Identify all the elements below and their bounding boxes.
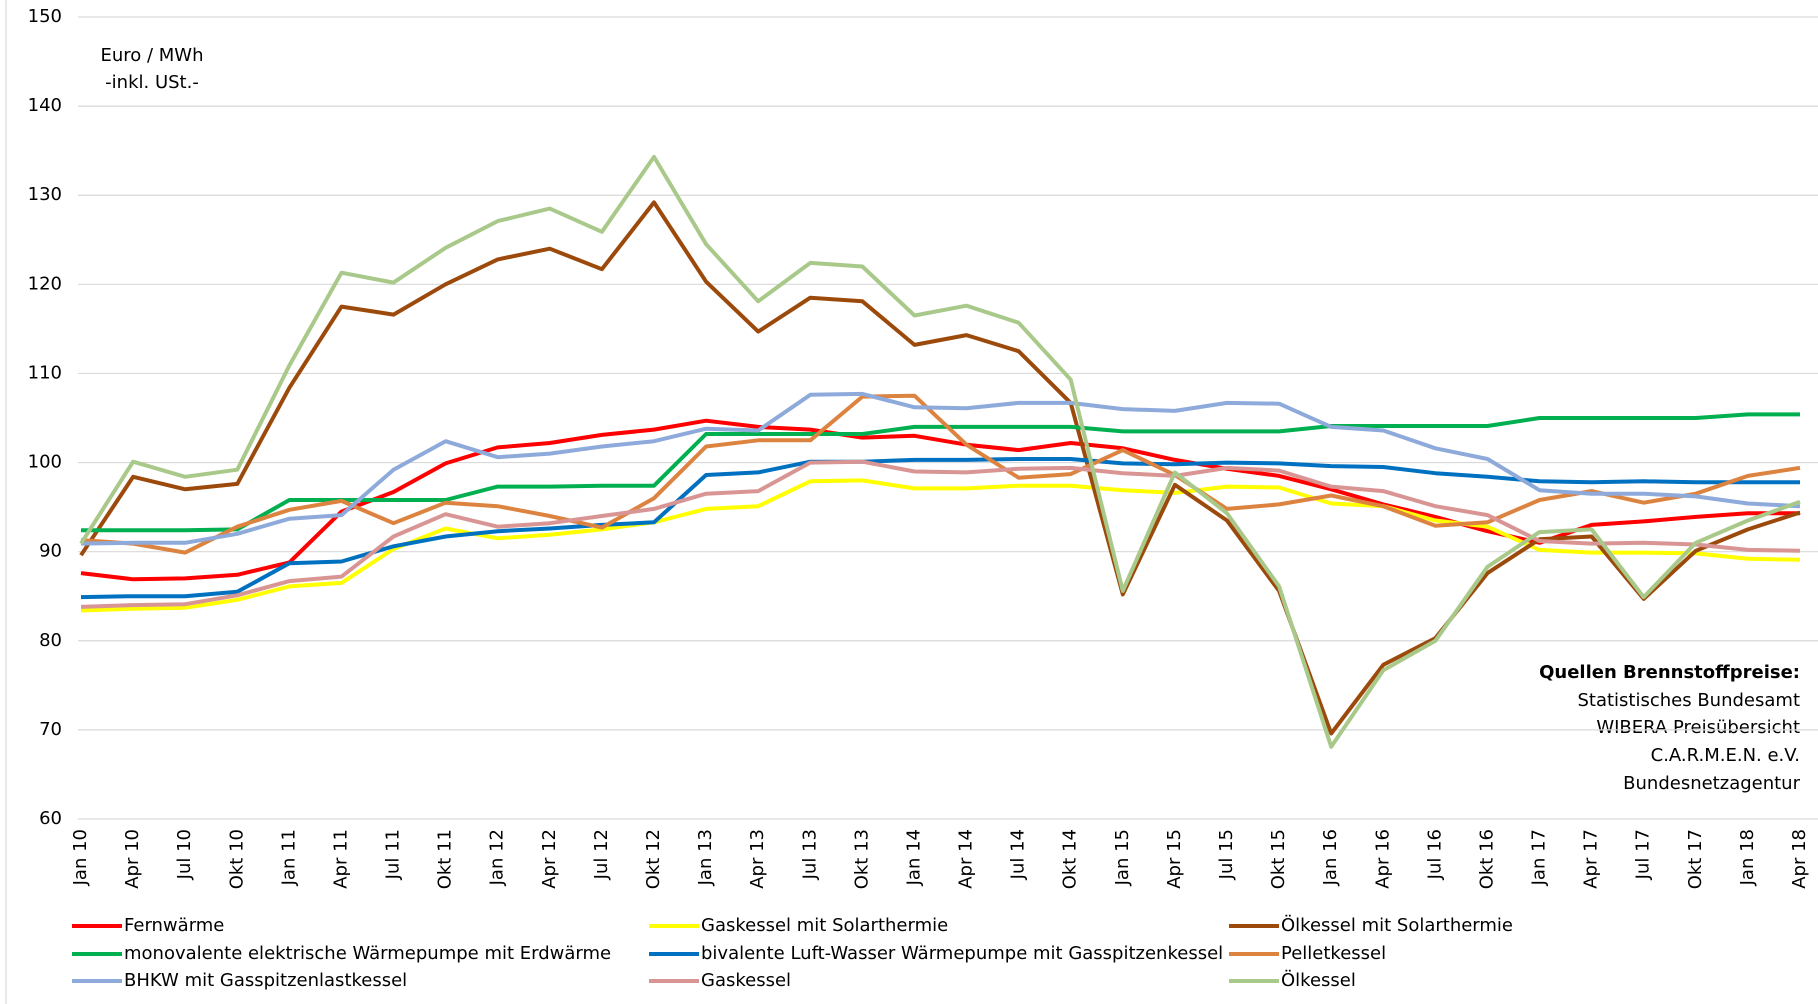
series-line: [81, 412, 1800, 533]
y-tick-label: 70: [39, 719, 62, 740]
series-line: [80, 391, 1801, 546]
x-tick-label: Jan 14: [903, 829, 924, 886]
x-tick-label: Jul 14: [1008, 829, 1029, 880]
y-tick-label: 80: [39, 630, 62, 651]
x-tick-label: Okt 14: [1060, 829, 1081, 889]
x-tick-label: Jan 10: [70, 829, 91, 886]
x-tick-label: Okt 12: [643, 829, 664, 889]
legend-label: Gaskessel: [701, 970, 791, 991]
series-line: [80, 478, 1801, 613]
source: Statistisches Bundesamt: [1577, 690, 1800, 711]
x-tick-label: Okt 10: [226, 829, 247, 889]
source: Bundesnetzagentur: [1623, 773, 1800, 794]
x-tick-label: Okt 15: [1268, 829, 1289, 889]
x-tick-label: Jul 17: [1633, 829, 1654, 880]
series-line: [79, 154, 1801, 749]
legend-label: BHKW mit Gasspitzenlastkessel: [124, 970, 407, 991]
x-tick-label: Okt 16: [1476, 829, 1497, 889]
x-tick-label: Jul 15: [1216, 829, 1237, 880]
x-tick-label: Jul 16: [1424, 829, 1445, 880]
legend-label: Ölkessel: [1281, 969, 1356, 991]
x-tick-label: Apr 18: [1789, 829, 1810, 889]
x-tick-label: Jan 16: [1320, 829, 1341, 886]
y-tick-label: 120: [28, 273, 62, 294]
x-tick-label: Jul 11: [383, 829, 404, 880]
series-line: [80, 457, 1800, 600]
series-line: [80, 393, 1801, 555]
y-tick-label: 130: [28, 184, 62, 205]
y-tick-label: 90: [39, 541, 62, 562]
source: C.A.R.M.E.N. e.V.: [1651, 745, 1800, 766]
x-tick-label: Apr 17: [1581, 829, 1602, 889]
x-tick-label: Jan 17: [1529, 829, 1550, 886]
x-tick-label: Apr 13: [747, 829, 768, 889]
y-tick-label: 100: [28, 452, 62, 473]
unit-label: -inkl. USt.-: [105, 72, 199, 93]
legend-label: monovalente elektrische Wärmepumpe mit E…: [124, 943, 611, 964]
legend-label: Ölkessel mit Solarthermie: [1281, 914, 1513, 936]
legend-label: Fernwärme: [124, 915, 224, 936]
legend-label: Pelletkessel: [1281, 943, 1386, 964]
legend-label: Gaskessel mit Solarthermie: [701, 915, 948, 936]
series-line: [79, 200, 1801, 736]
unit-label: Euro / MWh: [100, 45, 203, 66]
series-line: [80, 459, 1801, 609]
x-tick-label: Apr 15: [1164, 829, 1185, 889]
y-tick-label: 60: [39, 808, 62, 829]
x-tick-label: Apr 16: [1372, 829, 1393, 889]
x-tick-label: Jul 13: [799, 829, 820, 880]
legend-label: bivalente Luft-Wasser Wärmepumpe mit Gas…: [701, 943, 1223, 964]
x-tick-label: Jan 11: [278, 829, 299, 886]
x-tick-label: Jul 12: [591, 829, 612, 880]
x-tick-label: Jan 12: [487, 829, 508, 886]
x-tick-label: Jan 15: [1112, 829, 1133, 886]
x-tick-label: Okt 13: [851, 829, 872, 889]
x-tick-label: Jan 13: [695, 829, 716, 886]
x-tick-label: Apr 10: [122, 829, 143, 889]
y-tick-label: 140: [28, 95, 62, 116]
x-tick-label: Apr 12: [539, 829, 560, 889]
y-tick-label: 150: [28, 6, 62, 27]
x-tick-label: Jul 10: [174, 829, 195, 880]
x-tick-label: Okt 17: [1685, 829, 1706, 889]
source-title: Quellen Brennstoffpreise:: [1539, 662, 1800, 683]
y-tick-label: 110: [28, 362, 62, 383]
x-tick-label: Apr 14: [956, 829, 977, 889]
x-tick-label: Apr 11: [330, 829, 351, 889]
x-tick-label: Jan 18: [1737, 829, 1758, 886]
x-tick-label: Okt 11: [435, 829, 456, 889]
source: WIBERA Preisübersicht: [1596, 717, 1800, 738]
